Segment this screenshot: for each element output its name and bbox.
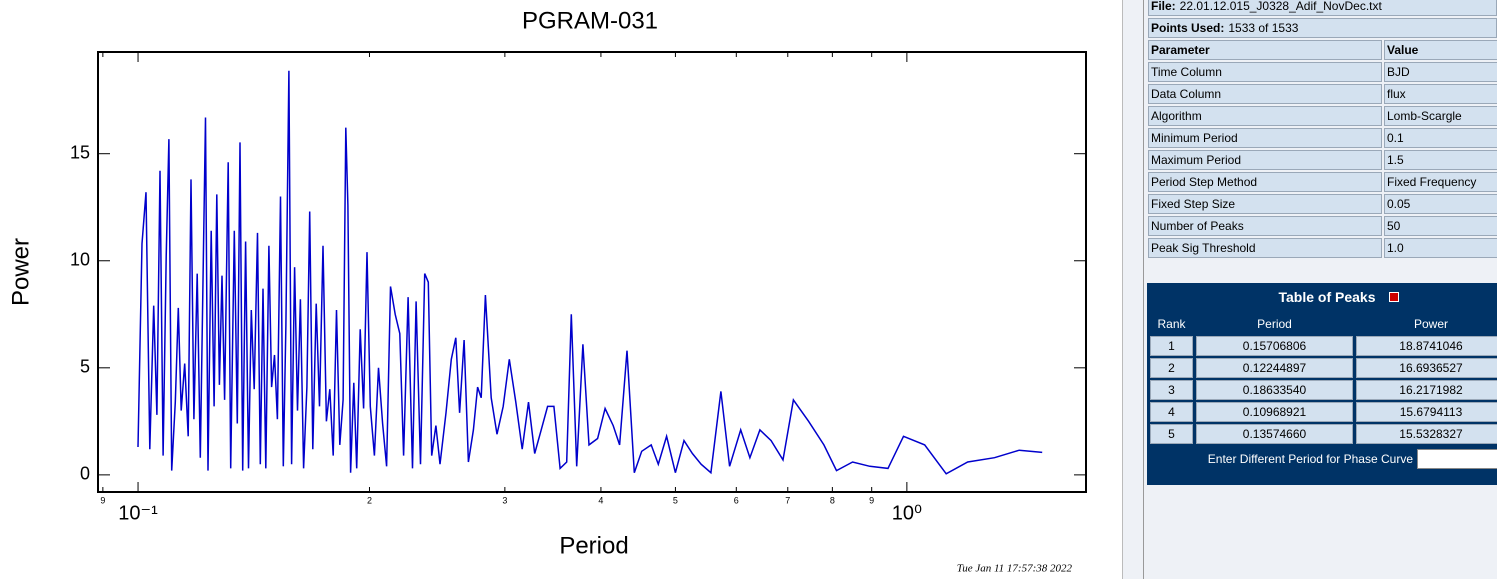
peak-cell: 15.6794113	[1356, 402, 1497, 422]
param-name: Period Step Method	[1148, 172, 1382, 192]
peak-cell: 1	[1150, 336, 1193, 356]
param-name: Data Column	[1148, 84, 1382, 104]
peak-cell: 0.13574660	[1196, 424, 1353, 444]
param-value: 0.05	[1384, 194, 1497, 214]
x-tick-label: 8	[830, 495, 835, 505]
data-line	[137, 70, 1043, 475]
param-name: Fixed Step Size	[1148, 194, 1382, 214]
file-row: File: 22.01.12.015_J0328_Adif_NovDec.txt	[1148, 0, 1497, 16]
chart: PGRAM-031 Period Power Tue Jan 11 17:57:…	[7, 7, 1087, 575]
period-input[interactable]	[1417, 449, 1497, 469]
param-name: Number of Peaks	[1148, 216, 1382, 236]
peaks-header: Power	[1413, 317, 1448, 331]
y-tick-label: 0	[80, 464, 90, 484]
peak-cell: 0.12244897	[1196, 358, 1353, 378]
x-tick-label: 9	[100, 495, 105, 505]
peak-cell: 3	[1150, 380, 1193, 400]
x-tick-label: 9	[869, 495, 874, 505]
param-value: 50	[1384, 216, 1497, 236]
label: File:	[1151, 0, 1176, 13]
x-axis-label: Period	[559, 532, 628, 559]
param-name: Minimum Period	[1148, 128, 1382, 148]
peak-cell: 16.2171982	[1356, 380, 1497, 400]
x-tick-label: 2	[367, 495, 372, 505]
x-tick-label: 10⁰	[892, 502, 922, 524]
param-value: 0.1	[1384, 128, 1497, 148]
param-name: Maximum Period	[1148, 150, 1382, 170]
param-value: 1.5	[1384, 150, 1497, 170]
peak-cell: 0.10968921	[1196, 402, 1353, 422]
x-tick-label: 10⁻¹	[118, 502, 158, 524]
label: Points Used:	[1151, 21, 1225, 35]
y-tick-label: 15	[70, 142, 90, 162]
param-header: Parameter	[1148, 40, 1382, 60]
param-value: Lomb-Scargle	[1384, 106, 1497, 126]
value: 22.01.12.015_J0328_Adif_NovDec.txt	[1179, 0, 1382, 13]
param-name: Algorithm	[1148, 106, 1382, 126]
plot-frame	[97, 51, 1087, 493]
peaks-header: Rank	[1157, 317, 1186, 331]
peak-cell: 16.6936527	[1356, 358, 1497, 378]
timestamp: Tue Jan 11 17:57:38 2022	[957, 563, 1073, 575]
y-tick-label: 5	[80, 357, 90, 377]
param-value: BJD	[1384, 62, 1497, 82]
peak-cell: 2	[1150, 358, 1193, 378]
peak-cell: 18.8741046	[1356, 336, 1497, 356]
param-value: Fixed Frequency	[1384, 172, 1497, 192]
x-tick-label: 3	[502, 495, 507, 505]
x-tick-label: 5	[673, 495, 678, 505]
param-name: Time Column	[1148, 62, 1382, 82]
param-header: Value	[1384, 40, 1497, 60]
x-tick-label: 7	[785, 495, 790, 505]
x-tick-label: 4	[598, 495, 603, 505]
phase-prompt: Enter Different Period for Phase Curve	[1207, 452, 1413, 466]
param-name: Peak Sig Threshold	[1148, 238, 1382, 258]
peak-cell: 0.18633540	[1196, 380, 1353, 400]
panel-divider	[1143, 0, 1144, 579]
peaks-title: Table of Peaks	[1278, 289, 1376, 305]
peak-cell: 0.15706806	[1196, 336, 1353, 356]
y-axis-label: Power	[7, 238, 34, 306]
chart-title: PGRAM-031	[522, 7, 658, 34]
help-icon[interactable]	[1389, 292, 1399, 302]
value: 1533 of 1533	[1228, 21, 1299, 35]
peak-cell: 15.5328327	[1356, 424, 1497, 444]
y-tick-label: 10	[70, 250, 90, 270]
peak-cell: 5	[1150, 424, 1193, 444]
points-row: Points Used: 1533 of 1533	[1148, 18, 1497, 38]
peaks-header: Period	[1257, 317, 1292, 331]
peak-cell: 4	[1150, 402, 1193, 422]
x-tick-label: 6	[734, 495, 739, 505]
param-value: flux	[1384, 84, 1497, 104]
param-value: 1.0	[1384, 238, 1497, 258]
